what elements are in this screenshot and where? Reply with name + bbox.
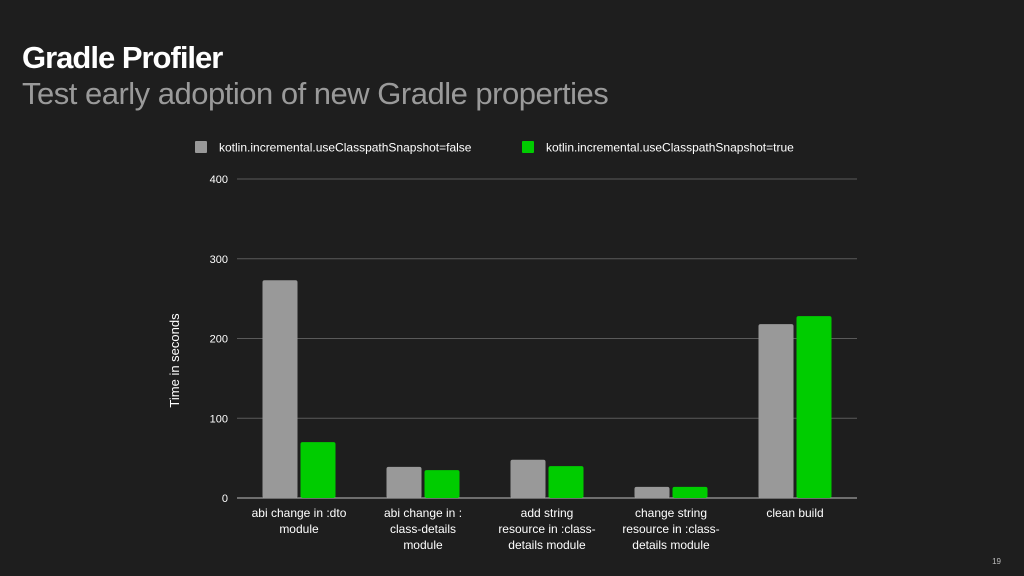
x-tick-label: resource in :class- — [622, 522, 719, 536]
x-tick-label: details module — [508, 538, 586, 552]
legend-label: kotlin.incremental.useClasspathSnapshot=… — [219, 141, 472, 155]
bar-snapshot-true — [424, 470, 460, 498]
legend-swatch — [195, 141, 207, 153]
page-number: 19 — [992, 557, 1001, 566]
bar-snapshot-true — [672, 486, 708, 498]
x-tick-label: module — [403, 538, 443, 552]
x-tick-label: module — [279, 522, 319, 536]
bar-snapshot-false — [262, 280, 298, 498]
y-tick-label: 300 — [210, 254, 228, 266]
y-tick-label: 400 — [210, 174, 228, 186]
legend-swatch — [522, 141, 534, 153]
x-tick-label: add string — [521, 506, 574, 520]
slide-subtitle: Test early adoption of new Gradle proper… — [22, 76, 609, 111]
bar-snapshot-false — [634, 486, 670, 498]
y-tick-label: 0 — [222, 493, 228, 505]
y-tick-label: 200 — [210, 334, 228, 346]
slide-title: Gradle Profiler — [22, 40, 223, 75]
bar-snapshot-false — [386, 466, 422, 498]
bar-snapshot-false — [758, 324, 794, 498]
x-tick-label: abi change in : — [384, 506, 462, 520]
x-tick-label: abi change in :dto — [252, 506, 347, 520]
x-tick-label: class-details — [390, 522, 456, 536]
y-tick-label: 100 — [210, 413, 228, 425]
legend-label: kotlin.incremental.useClasspathSnapshot=… — [546, 141, 794, 155]
x-tick-label: clean build — [766, 506, 823, 520]
x-tick-label: details module — [632, 538, 710, 552]
x-tick-label: resource in :class- — [498, 522, 595, 536]
y-axis-label: Time in seconds — [167, 313, 182, 408]
bar-snapshot-true — [300, 442, 336, 498]
bar-snapshot-false — [510, 459, 546, 498]
bar-snapshot-true — [548, 466, 584, 498]
x-tick-label: change string — [635, 506, 707, 520]
bar-snapshot-true — [796, 316, 832, 498]
